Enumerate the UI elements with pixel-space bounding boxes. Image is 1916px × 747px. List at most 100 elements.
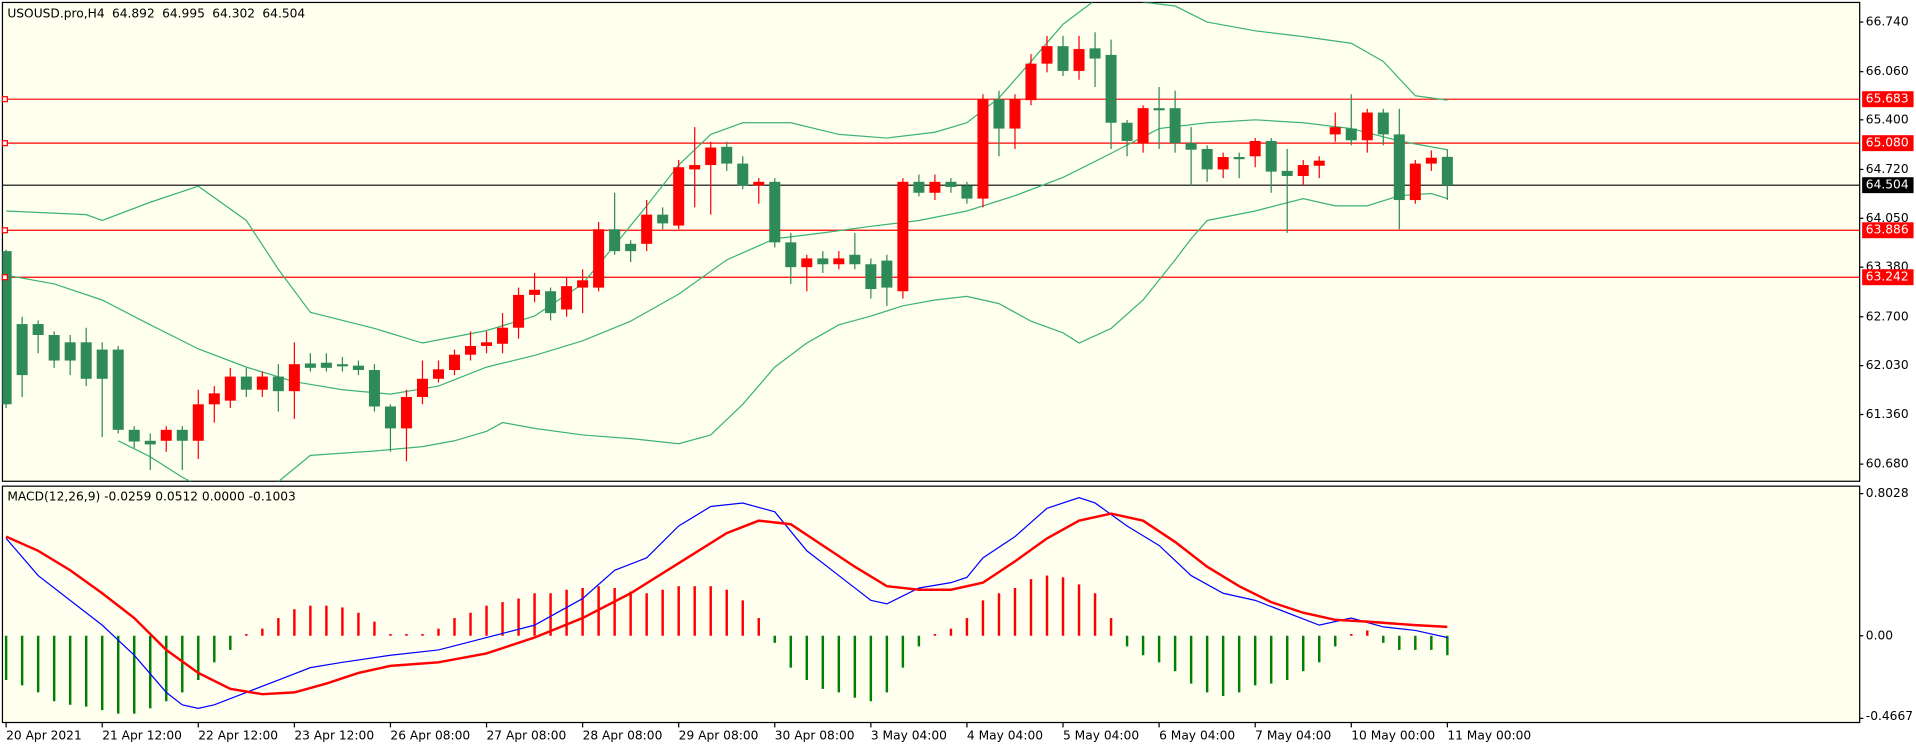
level-label: 63.886 (1866, 223, 1909, 237)
candle-body (657, 214, 669, 224)
candle-body (833, 258, 845, 265)
candle-body (1153, 108, 1165, 111)
x-tick-label: 4 May 04:00 (967, 728, 1043, 742)
x-tick-label: 29 Apr 08:00 (679, 728, 759, 742)
candle-body (769, 181, 781, 243)
macd-y-tick-label: -0.4667 (1866, 709, 1913, 723)
candle-body (705, 147, 717, 166)
candle-body (1425, 157, 1437, 164)
candle-body (1313, 160, 1325, 166)
candle-body (497, 327, 509, 344)
candle-body (1169, 108, 1181, 144)
candle-body (352, 365, 364, 371)
candle-body (336, 364, 348, 367)
candle-body (80, 342, 92, 379)
x-tick-label: 27 Apr 08:00 (487, 728, 567, 742)
x-tick-label: 20 Apr 2021 (6, 728, 82, 742)
level-label-box (1862, 91, 1914, 108)
bollinger-band (6, 119, 1448, 395)
candle-body (1137, 108, 1149, 144)
candle-body (1393, 134, 1405, 201)
level-label-box (1862, 269, 1914, 286)
candle-body (96, 349, 108, 379)
candle-body (1025, 63, 1037, 101)
candle-body (1409, 163, 1421, 201)
macd-line (5, 512, 1448, 696)
y-tick-label: 64.720 (1866, 162, 1909, 176)
candle-body (881, 260, 893, 288)
candle-body (673, 167, 685, 226)
candle-body (545, 291, 557, 314)
candle-body (641, 214, 653, 244)
candle-body (1233, 157, 1245, 160)
x-tick-label: 6 May 04:00 (1159, 728, 1235, 742)
price-panel (1, 1, 1861, 482)
candle-body (1297, 165, 1309, 176)
level-marker (1, 96, 8, 103)
candle-body (625, 243, 637, 252)
candle-body (320, 362, 332, 368)
chart-header: USOUSD.pro,H4 64.892 64.995 64.302 64.504 (7, 6, 305, 20)
candle-body (112, 349, 124, 430)
candle-body (1249, 140, 1261, 157)
macd-y-tick-label: 0.8028 (1866, 486, 1909, 500)
y-tick-label: 62.700 (1866, 309, 1909, 323)
candle-body (48, 335, 60, 361)
candle-body (913, 181, 925, 193)
candle-body (1281, 170, 1293, 176)
candle-body (737, 163, 749, 186)
x-tick-label: 3 May 04:00 (871, 728, 947, 742)
candle-body (929, 181, 941, 193)
level-marker (1, 227, 8, 234)
candle-body (448, 354, 461, 371)
macd-panel (1, 485, 1861, 724)
candle-body (1361, 112, 1373, 141)
candle-body (577, 280, 589, 288)
x-tick-label: 11 May 00:00 (1447, 728, 1531, 742)
x-tick-label: 22 Apr 12:00 (198, 728, 278, 742)
candle-body (16, 324, 28, 376)
y-tick-label: 64.050 (1866, 211, 1909, 225)
candle-body (817, 258, 829, 265)
header-low: 64.302 (212, 6, 255, 20)
candle-body (1105, 54, 1117, 123)
x-tick-label: 10 May 00:00 (1351, 728, 1435, 742)
y-tick-label: 66.060 (1866, 64, 1909, 78)
candle-body (689, 165, 701, 170)
level-label-box (1862, 135, 1914, 152)
candle-body (1217, 157, 1229, 170)
y-tick-label: 66.740 (1866, 15, 1909, 29)
x-tick-label: 7 May 04:00 (1255, 728, 1331, 742)
candle-body (432, 369, 444, 379)
candle-body (1265, 140, 1277, 172)
candle-body (1377, 112, 1389, 135)
level-marker (1, 274, 8, 281)
candle-body (753, 181, 765, 186)
candle-body (849, 254, 861, 265)
level-marker (1, 140, 8, 147)
candle-body (144, 440, 156, 445)
candle-body (1073, 49, 1085, 71)
candle-body (192, 404, 204, 441)
candle-body (1185, 143, 1197, 150)
candle-body (240, 376, 252, 390)
price-plot (2, 2, 1860, 482)
candle-body (1009, 99, 1021, 129)
current-price-label: 64.504 (1866, 178, 1909, 192)
candle-body (1201, 148, 1213, 170)
candle-body (561, 286, 573, 310)
candle-body (272, 376, 284, 392)
candle-body (1041, 46, 1053, 64)
candle-body (801, 258, 813, 268)
candle-body (945, 181, 957, 187)
header-open: 64.892 (112, 6, 155, 20)
macd-line (5, 497, 1448, 709)
candle-body (128, 429, 140, 442)
candle-body (609, 229, 621, 252)
candle-body (529, 289, 541, 295)
candle-body (384, 406, 396, 429)
candle-body (1121, 122, 1133, 141)
current-price-box (1862, 177, 1914, 194)
candle-body (977, 99, 989, 199)
x-tick-label: 28 Apr 08:00 (583, 728, 663, 742)
